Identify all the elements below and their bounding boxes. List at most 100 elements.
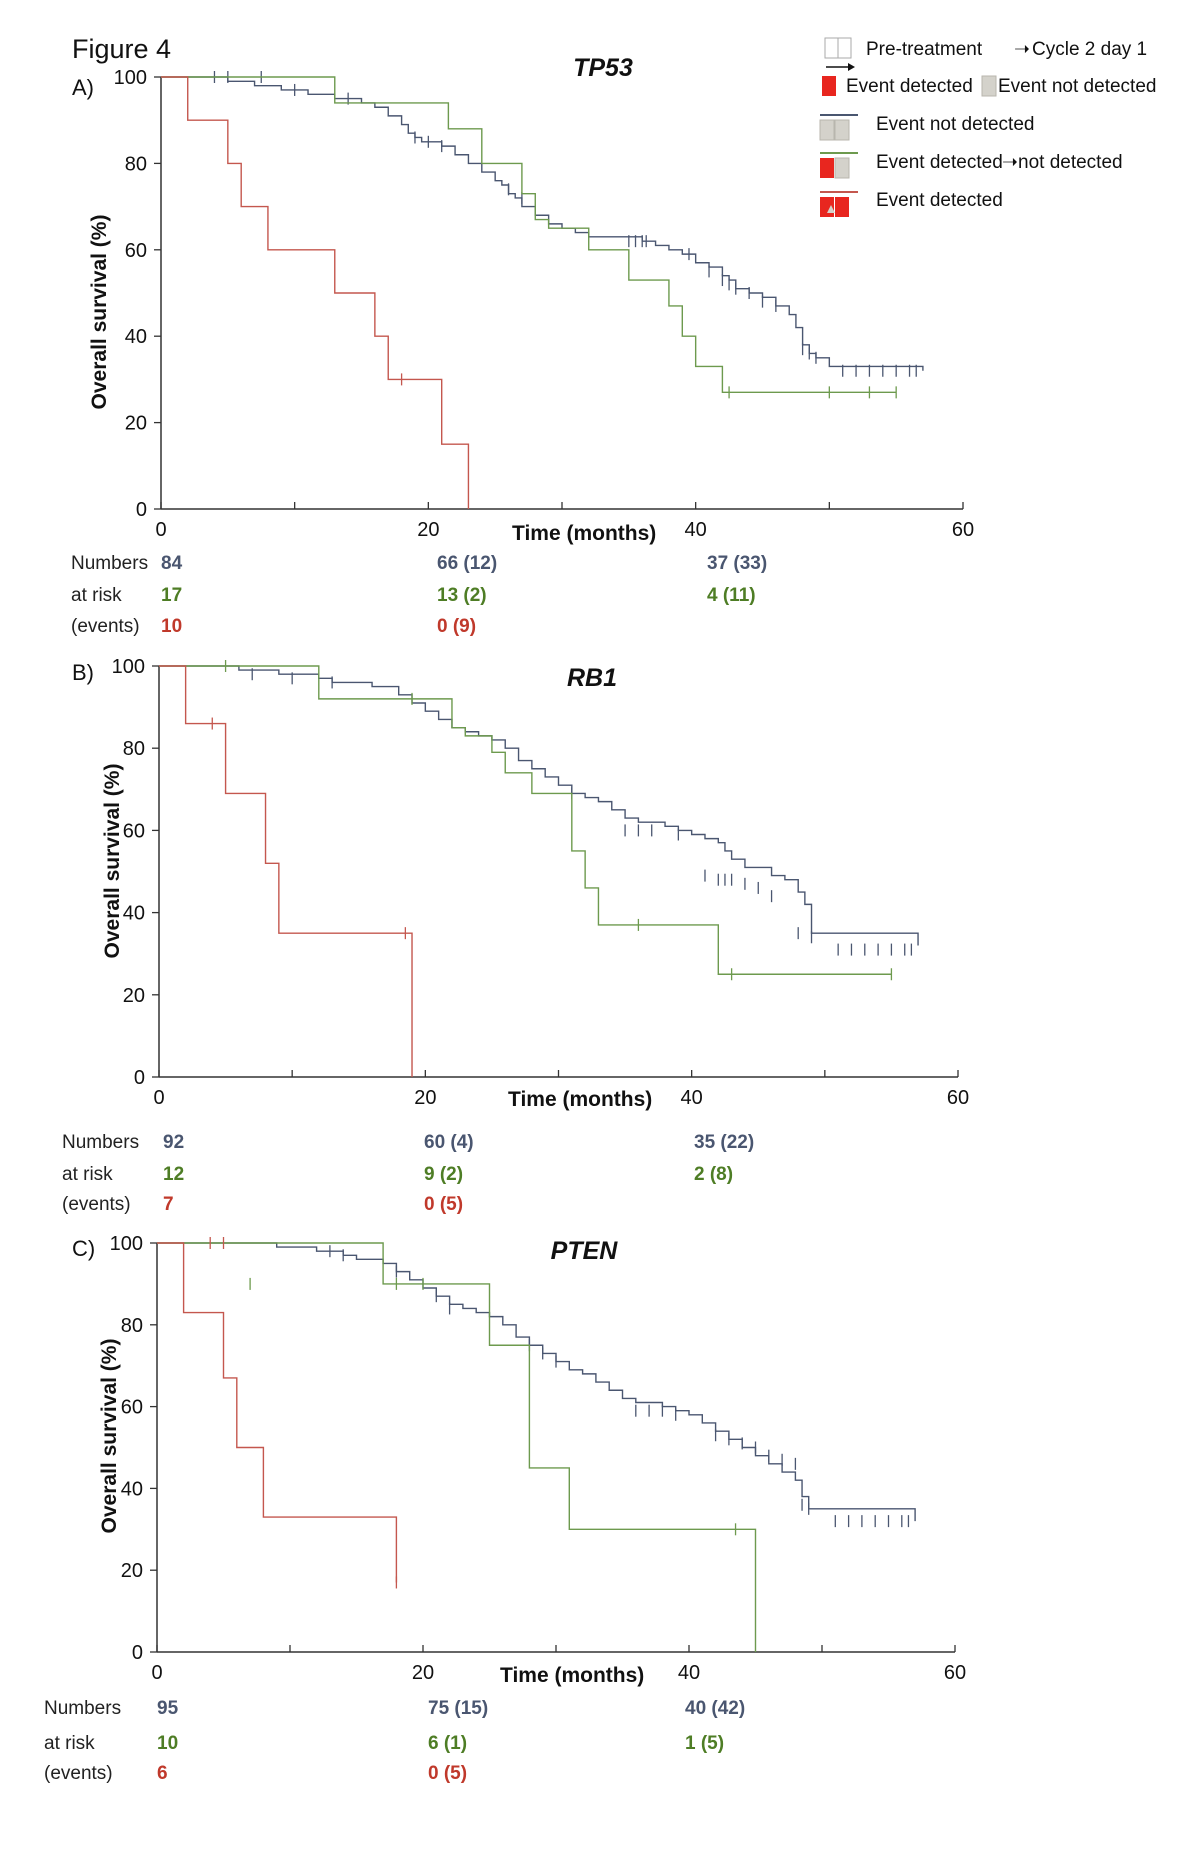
x-tick-label: 20 — [414, 1087, 436, 1109]
risk-value: 10 — [161, 616, 182, 637]
series-line-detected — [161, 76, 470, 509]
series-line-not-detected — [157, 1242, 916, 1522]
y-tick-label: 60 — [123, 820, 145, 842]
risk-value: 1 (5) — [685, 1733, 724, 1754]
x-tick-label: 20 — [412, 1662, 434, 1684]
y-tick-label: 20 — [123, 985, 145, 1007]
y-tick-label: 80 — [125, 153, 147, 175]
x-tick-label: 0 — [155, 519, 166, 541]
not-detected-swatch-b — [834, 119, 850, 141]
event-detected-swatch — [822, 76, 836, 96]
risk-value: 6 (1) — [428, 1733, 467, 1754]
y-axis-title: Overall survival (%) — [98, 1339, 121, 1534]
risk-value: 0 (5) — [428, 1763, 467, 1784]
risk-value: 75 (15) — [428, 1698, 488, 1719]
series-line-detected-to-not — [161, 76, 897, 394]
risk-value: 2 (8) — [694, 1164, 733, 1185]
arrow-icon: ➝ — [1002, 152, 1018, 173]
y-axis-title: Overall survival (%) — [101, 764, 124, 959]
risk-value: 0 (9) — [437, 616, 476, 637]
x-tick-label: 40 — [685, 519, 707, 541]
series-line-detected-to-not — [159, 665, 892, 975]
x-tick-label: 0 — [151, 1662, 162, 1684]
detected-to-not-swatch-a — [820, 158, 834, 178]
x-tick-label: 60 — [952, 519, 974, 541]
risk-value: 12 — [163, 1164, 184, 1185]
legend-line-detected-label: Event detected — [876, 190, 1003, 211]
series-line-not-detected — [159, 665, 919, 946]
x-tick-label: 20 — [417, 519, 439, 541]
risk-value: 37 (33) — [707, 553, 767, 574]
detected-to-not-swatch-b — [834, 157, 850, 179]
chart-title: PTEN — [551, 1237, 619, 1265]
risk-label: (events) — [62, 1194, 131, 1215]
risk-value: 6 — [157, 1763, 168, 1784]
series-line-detected — [157, 1242, 398, 1583]
risk-label: Numbers — [71, 553, 148, 574]
x-tick-label: 0 — [153, 1087, 164, 1109]
panel-tp53: A) TP53 0 20 40 60 80 100 0 20 40 60 Overall surviva… — [71, 54, 974, 637]
legend-line-not-detected-label: Event not detected — [876, 114, 1034, 135]
y-tick-label: 100 — [112, 656, 145, 678]
legend-not-detected-label: Event not detected — [998, 76, 1156, 97]
y-tick-label: 20 — [125, 413, 147, 435]
panel-label: B) — [72, 660, 94, 685]
detected-swatch-b — [835, 197, 849, 217]
legend-cycle-label: Cycle 2 day 1 — [1032, 39, 1147, 60]
y-tick-label: 40 — [121, 1478, 143, 1500]
series-line-not-detected — [161, 76, 924, 371]
y-tick-label: 60 — [125, 240, 147, 262]
risk-label: (events) — [44, 1763, 113, 1784]
risk-value: 60 (4) — [424, 1132, 474, 1153]
legend-line-detected-suffix: not detected — [1018, 152, 1123, 173]
series-line-detected-to-not — [157, 1242, 757, 1652]
risk-value: 0 (5) — [424, 1194, 463, 1215]
risk-value: 84 — [161, 553, 183, 574]
y-tick-label: 0 — [134, 1067, 145, 1089]
risk-value: 17 — [161, 585, 182, 606]
legend-detected-label: Event detected — [846, 76, 973, 97]
y-axis-title: Overall survival (%) — [88, 215, 111, 410]
panel-label: A) — [72, 75, 94, 100]
pretreatment-swatch — [824, 37, 839, 59]
arrow-icon: ➝ — [1014, 39, 1030, 60]
risk-value: 92 — [163, 1132, 184, 1153]
risk-value: 13 (2) — [437, 585, 487, 606]
event-not-detected-swatch — [981, 75, 997, 97]
triangle-icon — [827, 205, 835, 213]
figure-title: Figure 4 — [72, 34, 171, 64]
y-tick-label: 40 — [125, 326, 147, 348]
y-tick-label: 40 — [123, 903, 145, 925]
x-tick-label: 40 — [681, 1087, 703, 1109]
risk-label: (events) — [71, 616, 140, 637]
risk-value: 4 (11) — [707, 585, 756, 606]
x-axis-title: Time (months) — [500, 1664, 644, 1687]
risk-value: 66 (12) — [437, 553, 497, 574]
x-axis-title: Time (months) — [508, 1088, 652, 1111]
not-detected-swatch-a — [819, 119, 835, 141]
risk-value: 35 (22) — [694, 1132, 754, 1153]
x-tick-label: 60 — [947, 1087, 969, 1109]
y-tick-label: 100 — [110, 1233, 143, 1255]
y-tick-label: 100 — [114, 67, 147, 89]
risk-value: 7 — [163, 1194, 174, 1215]
chart-title: TP53 — [573, 54, 633, 82]
risk-value: 9 (2) — [424, 1164, 463, 1185]
risk-label: Numbers — [62, 1132, 139, 1153]
legend-line-detected-prefix: Event detected — [876, 152, 1003, 173]
series-line-detected — [159, 665, 413, 1077]
cycle2-swatch — [837, 37, 852, 59]
y-tick-label: 80 — [121, 1315, 143, 1337]
risk-value: 95 — [157, 1698, 179, 1719]
legend-arrow-head — [848, 63, 855, 71]
x-axis-title: Time (months) — [512, 522, 656, 545]
risk-label: at risk — [71, 585, 122, 606]
x-tick-label: 60 — [944, 1662, 966, 1684]
legend: Pre-treatment ➝ Cycle 2 day 1 Event dete… — [819, 37, 1156, 217]
risk-value: 10 — [157, 1733, 178, 1754]
y-tick-label: 20 — [121, 1560, 143, 1582]
